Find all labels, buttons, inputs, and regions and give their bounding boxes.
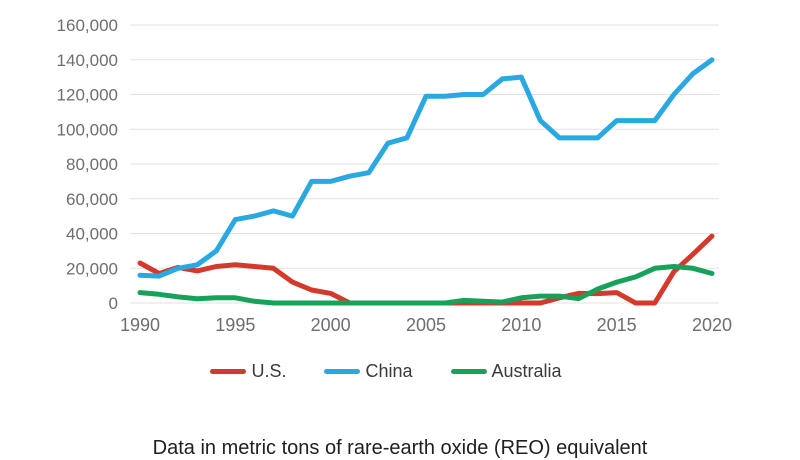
x-axis-tick-label: 2010: [501, 315, 541, 335]
x-axis-tick-label: 2020: [692, 315, 732, 335]
series-line-china: [137, 57, 715, 279]
legend-label: U.S.: [251, 361, 287, 381]
x-axis-tick-label: 2005: [406, 315, 446, 335]
x-axis-tick-label: 1995: [215, 315, 255, 335]
line-chart: 0 20,000 40,000 60,000 80,000 100,000 120,000 1…: [57, 16, 732, 335]
y-axis-tick-label: 100,000: [57, 120, 118, 139]
series-line-australia: [137, 264, 715, 306]
y-axis-tick-label: 80,000: [66, 155, 118, 174]
x-axis-tick-label: 1990: [120, 315, 160, 335]
y-axis-tick-label: 60,000: [66, 190, 118, 209]
series-line-us: [137, 233, 715, 306]
y-axis-tick-label: 120,000: [57, 86, 118, 105]
legend-label: Australia: [491, 361, 562, 381]
y-axis-tick-label: 20,000: [66, 259, 118, 278]
chart-caption: Data in metric tons of rare-earth oxide …: [152, 437, 648, 459]
legend-label: China: [365, 361, 413, 381]
y-axis-tick-label: 160,000: [57, 16, 118, 35]
y-axis-tick-label: 40,000: [66, 225, 118, 244]
legend-item-australia: Australia: [450, 361, 562, 382]
chart-legend: U.S. China Australia: [0, 361, 772, 382]
x-axis-tick-label: 2000: [311, 315, 351, 335]
legend-item-us: U.S.: [210, 361, 286, 382]
legend-item-china: China: [324, 361, 413, 382]
x-axis-tick-label: 2015: [597, 315, 637, 335]
legend-swatch-china: [324, 369, 361, 374]
y-axis-tick-label: 140,000: [57, 51, 118, 70]
legend-swatch-australia: [450, 369, 487, 374]
y-axis-tick-label: 0: [109, 294, 118, 313]
legend-swatch-us: [210, 369, 247, 374]
